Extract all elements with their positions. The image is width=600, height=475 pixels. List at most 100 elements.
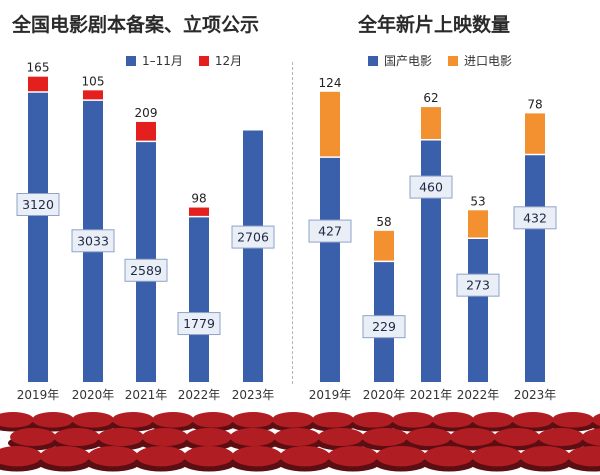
seat xyxy=(274,428,320,446)
x-tick-label: 2021年 xyxy=(410,388,453,402)
x-tick-label: 2019年 xyxy=(309,388,352,402)
legend-label-jan-nov: 1–11月 xyxy=(142,54,183,68)
seat xyxy=(32,412,74,428)
seat xyxy=(552,412,594,428)
data-label-box xyxy=(362,315,406,339)
data-label-base: 2589 xyxy=(130,263,162,278)
data-label-box xyxy=(177,312,221,336)
seat xyxy=(88,446,138,467)
bar-segment-top xyxy=(189,207,209,217)
panel-divider xyxy=(292,62,293,384)
x-tick-label: 2020年 xyxy=(72,388,115,402)
data-label-base: 2706 xyxy=(237,230,269,245)
seat xyxy=(362,428,408,446)
bar-segment-base xyxy=(525,154,545,382)
x-tick-label: 2019年 xyxy=(17,388,60,402)
seat xyxy=(406,428,452,446)
legend-swatch-domestic xyxy=(368,55,378,66)
bar-segment-base xyxy=(320,157,340,382)
seat xyxy=(512,412,554,428)
chart-panel-script-records: 全国电影剧本备案、立项公示 1–11月 12月 165 3120 2019年 105 3… xyxy=(0,0,290,402)
seat xyxy=(280,446,330,467)
bar-chart-new-releases: 124 427 2019年 58 229 2020年 62 460 2021年 53 273 2022… xyxy=(308,76,557,402)
bar-segment-base xyxy=(421,139,441,382)
seat xyxy=(328,446,378,467)
data-label-base: 427 xyxy=(318,224,342,239)
data-label-base: 229 xyxy=(372,319,396,334)
bar-chart-script-records: 165 3120 2019年 105 3033 2020年 209 2589 2021年 98 17… xyxy=(16,61,275,402)
seat xyxy=(142,428,188,446)
data-label-box xyxy=(513,206,557,230)
seat xyxy=(568,446,600,467)
data-label-top: 53 xyxy=(470,194,485,208)
data-label-box xyxy=(409,175,453,199)
data-label-base: 3033 xyxy=(77,233,109,248)
bar-segment-base xyxy=(189,216,209,382)
legend-item-jan-nov: 1–11月 xyxy=(126,52,183,69)
seat xyxy=(272,412,314,428)
data-label-box xyxy=(308,219,352,243)
bar-segment-top xyxy=(468,210,488,239)
seat xyxy=(392,412,434,428)
chart-legend: 国产电影 进口电影 xyxy=(368,52,512,69)
seat xyxy=(0,446,42,467)
bar-segment-top xyxy=(525,113,545,155)
x-tick-label: 2023年 xyxy=(232,388,275,402)
seat xyxy=(54,428,100,446)
seat xyxy=(72,412,114,428)
data-label-box xyxy=(71,229,115,253)
data-label-base: 3120 xyxy=(22,197,54,212)
seat xyxy=(192,412,234,428)
seat xyxy=(40,446,90,467)
data-label-box xyxy=(16,193,60,217)
data-label-top: 209 xyxy=(135,106,158,120)
legend-item-imported: 进口电影 xyxy=(448,52,512,69)
data-label-top: 62 xyxy=(423,91,438,105)
seat xyxy=(232,412,274,428)
data-label-top: 98 xyxy=(191,192,206,206)
seat xyxy=(424,446,474,467)
seat xyxy=(232,446,282,467)
bar-segment-top xyxy=(320,91,340,158)
legend-swatch-jan-nov xyxy=(126,55,136,66)
legend-item-december: 12月 xyxy=(198,52,242,69)
bar-segment-base xyxy=(468,238,488,382)
data-label-top: 58 xyxy=(376,215,391,229)
seat xyxy=(352,412,394,428)
bar-segment-base xyxy=(243,130,263,382)
legend-swatch-imported xyxy=(448,55,459,66)
x-tick-label: 2020年 xyxy=(363,388,406,402)
seat xyxy=(494,428,540,446)
data-label-top: 78 xyxy=(527,97,542,111)
seat xyxy=(10,428,56,446)
seat xyxy=(98,428,144,446)
seat xyxy=(450,428,496,446)
seat xyxy=(184,446,234,467)
seat xyxy=(582,428,600,446)
data-label-box xyxy=(231,225,275,249)
seat xyxy=(472,412,514,428)
data-label-box xyxy=(456,273,500,297)
data-label-base: 273 xyxy=(466,278,490,293)
seat xyxy=(472,446,522,467)
data-label-top: 124 xyxy=(319,76,342,90)
seat xyxy=(592,413,600,426)
x-tick-label: 2022年 xyxy=(178,388,221,402)
seat xyxy=(538,428,584,446)
legend-item-domestic: 国产电影 xyxy=(368,52,432,69)
legend-label-domestic: 国产电影 xyxy=(384,54,433,68)
seat xyxy=(432,412,474,428)
legend-label-imported: 进口电影 xyxy=(464,54,513,68)
data-label-base: 460 xyxy=(419,180,443,195)
cinema-seats-decoration xyxy=(0,412,600,472)
seat xyxy=(318,428,364,446)
seat xyxy=(152,412,194,428)
x-tick-label: 2023年 xyxy=(514,388,557,402)
seat xyxy=(186,428,232,446)
seat xyxy=(0,412,34,428)
x-tick-label: 2021年 xyxy=(125,388,168,402)
x-tick-label: 2022年 xyxy=(457,388,500,402)
data-label-base: 432 xyxy=(523,210,547,225)
chart-panel-new-releases: 全年新片上映数量 国产电影 进口电影 124 427 2019年 58 229 2020年… xyxy=(298,0,600,402)
seat xyxy=(230,428,276,446)
